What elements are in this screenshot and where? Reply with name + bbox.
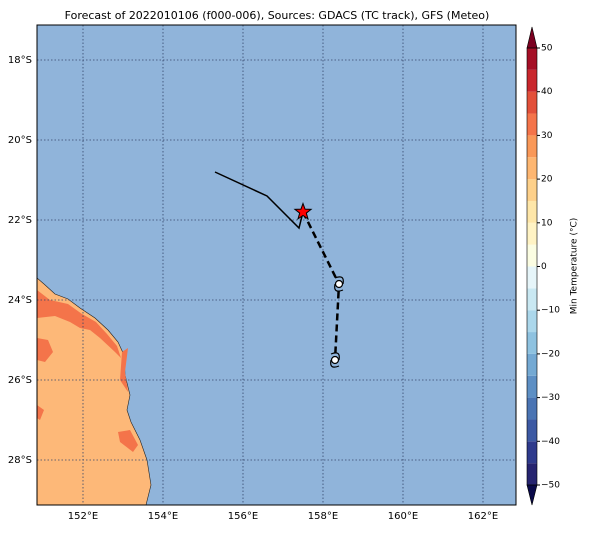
colorbar-band [527, 266, 537, 289]
x-tick-label: 160°E [388, 511, 418, 522]
colorbar-band [527, 244, 537, 267]
land-warm [120, 348, 128, 392]
colorbar-tick-label: −30 [541, 393, 560, 403]
x-tick-label: 158°E [308, 511, 338, 522]
x-tick-label: 154°E [148, 511, 178, 522]
land-warm [37, 338, 53, 362]
map-area [37, 25, 516, 505]
colorbar-label: Min Temperature (°C) [570, 218, 580, 315]
colorbar-band [527, 463, 537, 485]
y-tick-label: 24°S [8, 295, 32, 306]
colorbar-band [527, 200, 537, 223]
map-frame [36, 24, 517, 506]
y-tick-label: 20°S [8, 135, 32, 146]
colorbar-band [527, 441, 537, 464]
storm-symbol [330, 352, 340, 368]
colorbar-tick-label: 40 [541, 87, 553, 97]
colorbar-band [527, 310, 537, 333]
land-warm [118, 430, 138, 452]
colorbar-band [527, 332, 537, 354]
y-tick-label: 26°S [8, 375, 32, 386]
colorbar-band [527, 419, 537, 442]
colorbar-band [527, 69, 537, 92]
y-tick-label: 22°S [8, 215, 32, 226]
colorbar-band [527, 288, 537, 311]
title: Forecast of 2022010106 (f000-006), Sourc… [65, 9, 490, 22]
y-tick-label: 18°S [8, 55, 32, 66]
colorbar-band [527, 375, 537, 398]
x-tick-label: 156°E [228, 511, 258, 522]
colorbar-band [527, 113, 537, 136]
colorbar-band [527, 222, 537, 245]
x-tick-label: 152°E [68, 511, 98, 522]
colorbar-tick-label: −10 [541, 306, 560, 316]
colorbar-band [527, 179, 537, 201]
storm-center [334, 279, 344, 289]
colorbar-band [527, 157, 537, 180]
colorbar-tick-label: 30 [541, 131, 553, 141]
current-position [293, 202, 313, 221]
colorbar-tick-label: −50 [541, 481, 560, 491]
colorbar-tick-label: −20 [541, 349, 560, 359]
y-tick-label: 28°S [8, 455, 32, 466]
x-tick-label: 162°E [468, 511, 498, 522]
past-track [214, 171, 304, 230]
colorbar-over [526, 26, 538, 49]
colorbar-band [527, 135, 537, 158]
colorbar-tick-label: 0 [541, 262, 547, 272]
colorbar-band [527, 353, 537, 376]
colorbar-band [527, 91, 537, 114]
colorbar-tick-label: 10 [541, 218, 553, 228]
land-warm [37, 405, 44, 420]
colorbar-tick-label: 50 [541, 44, 553, 54]
colorbar-tick-label: −40 [541, 437, 560, 447]
colorbar-under [526, 484, 538, 506]
colorbar-tick-label: 20 [541, 175, 553, 185]
storm-center [330, 355, 340, 365]
land-warm [37, 290, 121, 358]
colorbar-band [527, 48, 537, 70]
storm-symbol [334, 276, 344, 292]
colorbar-band [527, 397, 537, 420]
